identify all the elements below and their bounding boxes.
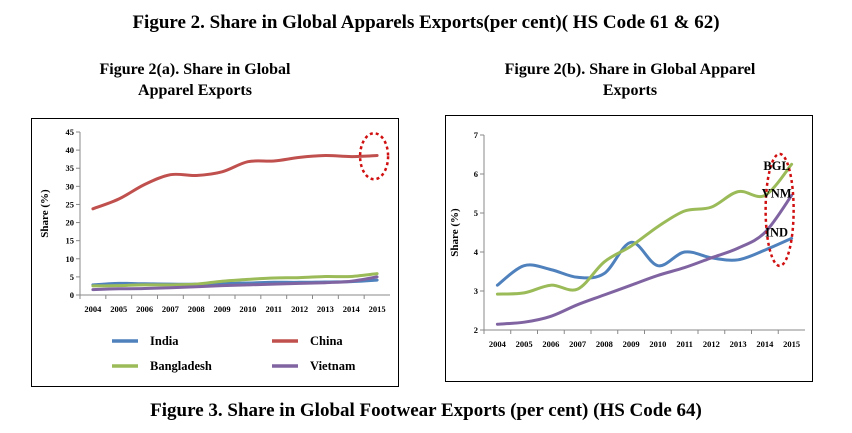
chart-a-title-line-1: Figure 2(a). Share in Global — [99, 61, 291, 78]
footer-title: Figure 3. Share in Global Footwear Expor… — [150, 400, 702, 421]
chart-a-x-tick-label: 2005 — [110, 304, 127, 314]
chart-a-series-vietnam-line — [91, 275, 379, 292]
chart-a-title-line-2: Apparel Exports — [138, 82, 252, 99]
chart-b-annotation-bgl: BGL — [763, 159, 789, 173]
chart-b-y-axis-label: Share (%) — [449, 208, 461, 257]
chart-a-legend-label-india: India — [150, 334, 179, 348]
chart-a-x-tick-label: 2006 — [136, 304, 153, 314]
chart-a-highlight-ellipse — [358, 132, 390, 181]
chart-a-y-tick-label: 5 — [70, 272, 74, 282]
chart-b-x-tick-label: 2012 — [703, 339, 720, 349]
chart-a-panel: 0 5 10 15 20 25 30 35 40 45 2004 2005 2006 2007 2008 20… — [31, 118, 399, 387]
chart-b-x-tick-label: 2004 — [489, 339, 507, 349]
chart-a-y-tick-label: 10 — [66, 254, 75, 264]
chart-b-y-tick-label: 4 — [474, 247, 479, 257]
chart-b-x-tick-label: 2008 — [596, 339, 613, 349]
chart-b-x-tick-label: 2014 — [756, 339, 774, 349]
chart-a-series-bangladesh-line — [91, 272, 379, 288]
chart-a-y-tick-label: 40 — [66, 145, 75, 155]
chart-a-x-tick-label: 2004 — [84, 304, 102, 314]
chart-a-x-tick-label: 2013 — [317, 304, 334, 314]
chart-a-x-tick-label: 2015 — [369, 304, 386, 314]
chart-b-x-tick-label: 2007 — [569, 339, 587, 349]
chart-b-series-india-line — [495, 236, 794, 287]
chart-a-y-tick-label: 45 — [66, 127, 75, 137]
chart-a-legend-label-china: China — [310, 334, 343, 348]
chart-a-y-tick-label: 15 — [66, 236, 75, 246]
chart-b-x-tick-label: 2015 — [783, 339, 800, 349]
chart-b-y-tick-label: 7 — [474, 130, 479, 140]
chart-b-series-vietnam-line — [495, 193, 794, 326]
chart-b-x-tick-label: 2013 — [730, 339, 747, 349]
chart-b-svg: 2 3 4 5 6 7 2004 2005 2006 2007 2008 2009 2010 2011 20… — [449, 130, 805, 349]
chart-a-svg: 0 5 10 15 20 25 30 35 40 45 2004 2005 2006 2007 2008 20… — [39, 127, 390, 373]
chart-a-y-tick-label: 20 — [66, 218, 75, 228]
chart-b-x-tick-label: 2006 — [542, 339, 559, 349]
chart-a-y-tick-label: 0 — [70, 290, 74, 300]
chart-a-legend-label-bangladesh: Bangladesh — [150, 359, 212, 373]
chart-a-x-tick-label: 2011 — [265, 304, 282, 314]
chart-b-annotation-ind: IND — [765, 226, 788, 240]
chart-b-title-line-2: Exports — [602, 82, 658, 99]
chart-b-y-tick-label: 6 — [474, 169, 478, 179]
chart-a-y-tick-label: 30 — [66, 181, 75, 191]
chart-b-annotation-vnm: VNM — [762, 187, 792, 201]
chart-a-x-tick-label: 2010 — [239, 304, 256, 314]
chart-a-x-tick-label: 2009 — [214, 304, 231, 314]
chart-b-x-tick-label: 2011 — [676, 339, 693, 349]
chart-a-legend-label-vietnam: Vietnam — [310, 359, 356, 373]
chart-a-x-tick-label: 2008 — [188, 304, 205, 314]
chart-b-title: Figure 2(b). Share in Global Apparel Exp… — [470, 59, 790, 101]
chart-b-y-tick-label: 2 — [474, 325, 478, 335]
chart-b-title-line-1: Figure 2(b). Share in Global Apparel — [504, 61, 756, 78]
chart-a-y-tick-label: 35 — [66, 163, 75, 173]
chart-a-series-china-line — [91, 153, 379, 211]
chart-b-y-tick-label: 3 — [474, 286, 478, 296]
chart-b-x-tick-label: 2010 — [649, 339, 666, 349]
chart-b-x-tick-label: 2009 — [623, 339, 640, 349]
chart-a-title: Figure 2(a). Share in Global Apparel Exp… — [70, 59, 320, 101]
chart-b-y-tick-label: 5 — [474, 208, 478, 218]
chart-a-y-axis-label: Share (%) — [39, 189, 51, 238]
chart-a-x-tick-label: 2007 — [162, 304, 180, 314]
chart-a-x-tick-label: 2014 — [343, 304, 361, 314]
main-title: Figure 2. Share in Global Apparels Expor… — [132, 12, 720, 33]
chart-b-panel: 2 3 4 5 6 7 2004 2005 2006 2007 2008 2009 2010 2011 20… — [445, 115, 813, 382]
chart-b-x-tick-label: 2005 — [516, 339, 533, 349]
chart-b-series-bangladesh-line — [495, 162, 794, 296]
chart-a-x-tick-label: 2012 — [291, 304, 308, 314]
chart-a-y-tick-label: 25 — [66, 199, 75, 209]
